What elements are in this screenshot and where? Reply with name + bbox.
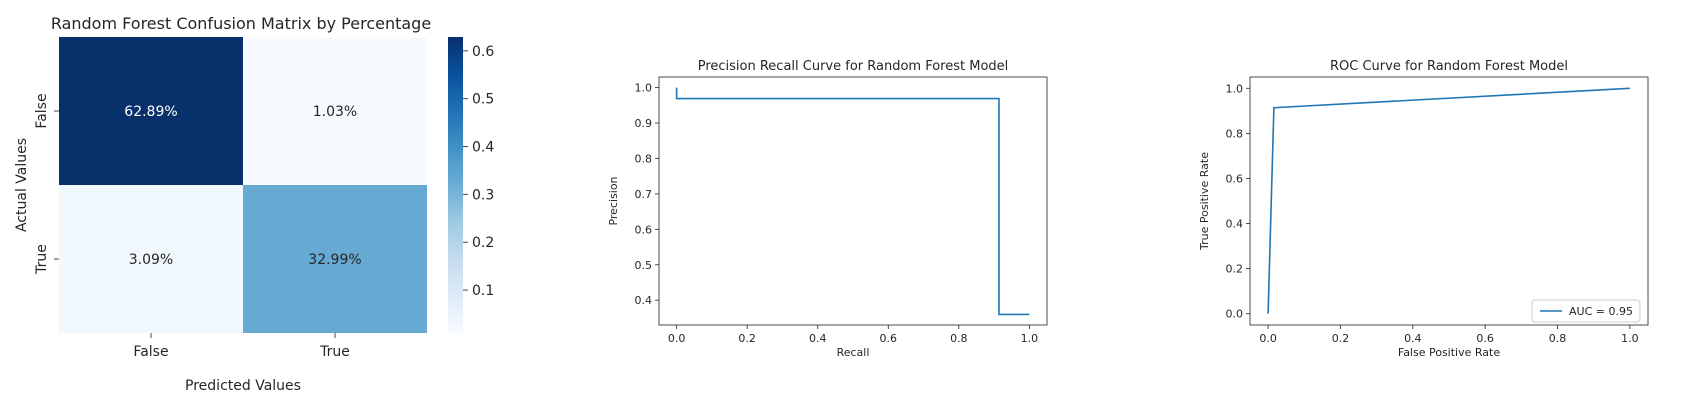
roc-y-tick-label: 0.6 (1226, 172, 1244, 185)
colorbar-tick-label: 0.3 (472, 187, 494, 203)
heatmap-cell-false-false (59, 37, 243, 185)
pr-x-tick-label: 1.0 (1021, 332, 1039, 345)
roc-y-tick-label: 0.2 (1226, 263, 1244, 276)
colorbar-tick-label: 0.4 (472, 140, 494, 156)
heatmap-annotation: 1.03% (313, 104, 357, 120)
pr-x-label: Recall (837, 346, 870, 359)
heatmap-x-label: Predicted Values (185, 378, 301, 394)
pr-x-ticks: 0.0 0.2 0.4 0.6 0.8 1.0 (668, 325, 1038, 345)
roc-x-tick-label: 0.0 (1259, 332, 1277, 345)
pr-y-tick-label: 0.5 (635, 259, 653, 272)
roc-x-label: False Positive Rate (1398, 346, 1500, 359)
roc-y-tick-label: 0.0 (1226, 308, 1244, 321)
heatmap-annotation: 62.89% (124, 104, 177, 120)
heatmap-cell-true-true (243, 185, 427, 333)
roc-x-tick-label: 0.8 (1549, 332, 1567, 345)
roc-series-line (1267, 87, 1630, 314)
pr-x-tick-label: 0.0 (668, 332, 686, 345)
roc-y-tick-label: 0.4 (1226, 218, 1244, 231)
heatmap-colorbar (448, 37, 463, 333)
pr-x-tick-label: 0.2 (738, 332, 756, 345)
roc-y-tick-label: 1.0 (1226, 82, 1244, 95)
pr-title: Precision Recall Curve for Random Forest… (698, 59, 1009, 74)
pr-x-tick-label: 0.8 (950, 332, 968, 345)
pr-y-tick-label: 0.8 (635, 152, 653, 165)
heatmap-x-tick-label: False (133, 344, 168, 360)
roc-legend-box (1531, 299, 1641, 323)
pr-y-tick-label: 0.7 (635, 188, 653, 201)
heatmap-cell-false-true (243, 37, 427, 185)
colorbar-tick-label: 0.1 (472, 283, 494, 299)
colorbar-tick-label: 0.5 (472, 92, 494, 108)
roc-x-tick-label: 0.4 (1404, 332, 1422, 345)
heatmap-y-tick-label: True (34, 244, 50, 275)
colorbar-tick-label: 0.2 (472, 235, 494, 251)
heatmap-title: Random Forest Confusion Matrix by Percen… (51, 14, 431, 33)
roc-x-tick-label: 1.0 (1621, 332, 1639, 345)
heatmap-annotation: 3.09% (129, 252, 173, 268)
pr-y-tick-label: 0.9 (635, 117, 653, 130)
confusion-matrix-chart: Random Forest Confusion Matrix by Percen… (14, 14, 494, 394)
pr-y-tick-label: 1.0 (635, 82, 653, 95)
heatmap-annotation: 32.99% (308, 252, 361, 268)
colorbar-tick-label: 0.6 (472, 44, 494, 60)
roc-y-ticks: 0.0 0.2 0.4 0.6 0.8 1.0 (1226, 82, 1250, 321)
pr-y-ticks: 0.4 0.5 0.6 0.7 0.8 0.9 1.0 (635, 82, 659, 307)
heatmap-x-tick-label: True (319, 344, 350, 360)
heatmap-y-tick-label: False (34, 93, 50, 128)
heatmap-colorbar-ticks: 0.1 0.2 0.3 0.4 0.5 0.6 (463, 44, 494, 299)
roc-x-tick-label: 0.6 (1476, 332, 1494, 345)
roc-y-tick-label: 0.8 (1226, 127, 1244, 140)
roc-axes-frame (1249, 76, 1649, 326)
roc-title: ROC Curve for Random Forest Model (1330, 59, 1568, 74)
heatmap-cell-true-false (59, 185, 243, 333)
pr-axes-frame (658, 76, 1048, 326)
pr-x-tick-label: 0.6 (880, 332, 898, 345)
pr-y-tick-label: 0.4 (635, 294, 653, 307)
roc-x-ticks: 0.0 0.2 0.4 0.6 0.8 1.0 (1259, 325, 1639, 345)
roc-x-tick-label: 0.2 (1332, 332, 1350, 345)
roc-legend-label: AUC = 0.95 (1569, 305, 1633, 318)
pr-series-line (675, 87, 1030, 316)
heatmap-y-label: Actual Values (14, 138, 30, 232)
roc-chart: ROC Curve for Random Forest Model 0.0 0.2… (1198, 59, 1649, 359)
roc-legend: AUC = 0.95 (1531, 299, 1641, 323)
pr-y-label: Precision (607, 176, 620, 225)
pr-x-tick-label: 0.4 (809, 332, 827, 345)
precision-recall-chart: Precision Recall Curve for Random Forest… (607, 59, 1048, 359)
pr-y-tick-label: 0.6 (635, 223, 653, 236)
roc-y-label: True Positive Rate (1198, 152, 1211, 251)
